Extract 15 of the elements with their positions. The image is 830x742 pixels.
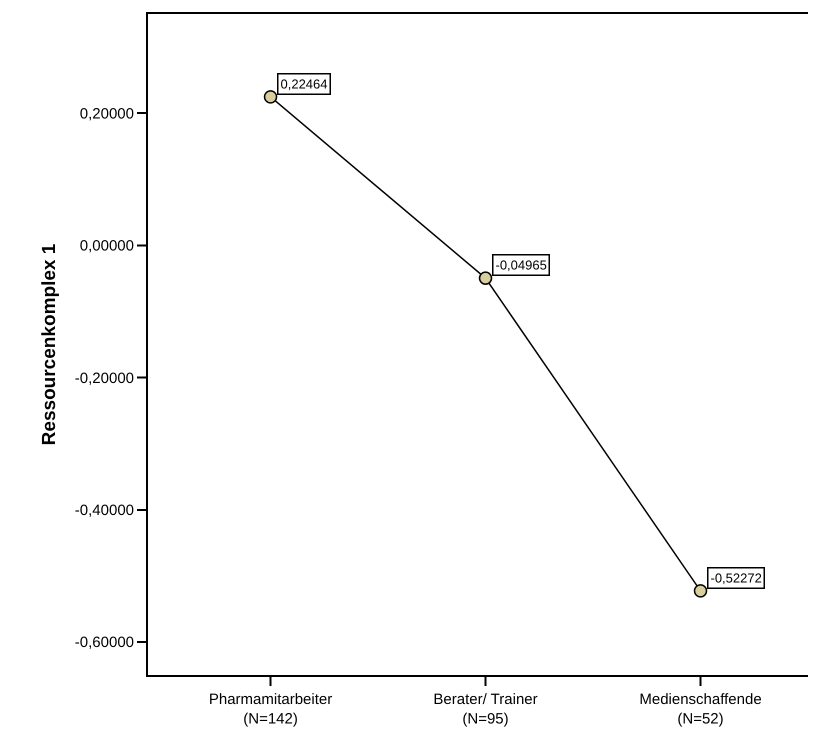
x-tick-label: Medienschaffende (N=52) <box>639 691 762 728</box>
data-label: 0,22464 <box>280 76 328 92</box>
y-tick-label: 0,20000 <box>80 105 134 122</box>
y-tick-label: -0,40000 <box>74 502 134 519</box>
y-tick-label: -0,60000 <box>74 634 134 652</box>
data-label: -0,52272 <box>710 570 762 586</box>
data-label: -0,04965 <box>496 258 547 272</box>
x-tick-label: Pharmamitarbeiter (N=142) <box>208 691 332 728</box>
y-axis-title: Ressourcenkomplex 1 <box>39 243 60 446</box>
x-tick-label: Berater/ Trainer (N=95) <box>433 691 538 728</box>
y-tick-label: -0,20000 <box>74 370 134 387</box>
point <box>478 271 492 285</box>
point <box>264 90 278 104</box>
point <box>694 584 708 598</box>
y-tick-label: 0,00000 <box>80 238 134 255</box>
